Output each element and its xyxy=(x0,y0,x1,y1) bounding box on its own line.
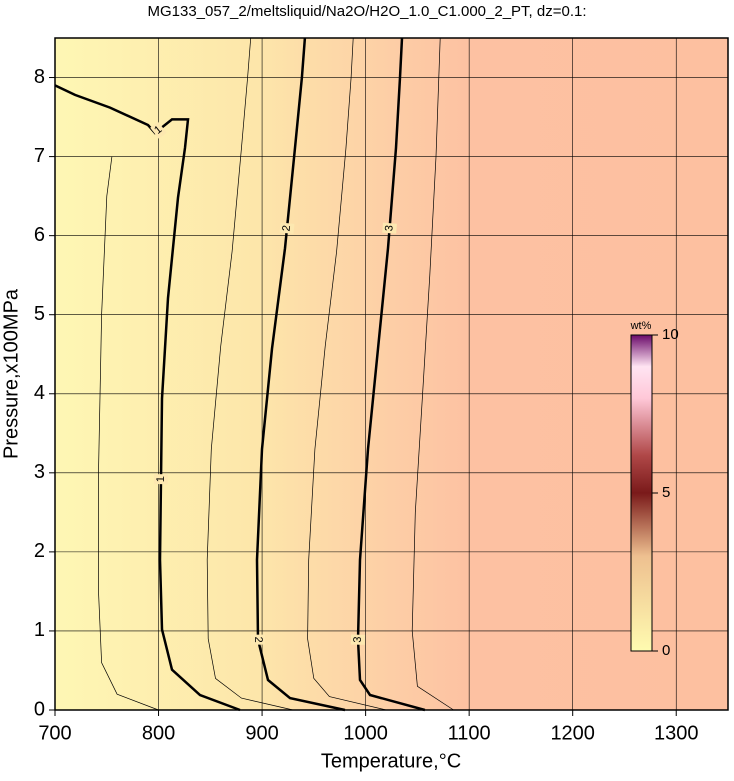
colorbar xyxy=(630,334,653,652)
y-tick-label: 7 xyxy=(34,145,45,167)
contour-label: 2 xyxy=(281,225,294,232)
contour-label-bg xyxy=(150,121,167,139)
contour-label-bg xyxy=(153,474,169,485)
y-tick-label: 1 xyxy=(34,619,45,641)
y-tick-label: 2 xyxy=(34,540,45,562)
contour-line xyxy=(206,37,294,711)
plot-frame xyxy=(54,37,729,711)
contour-line xyxy=(54,84,241,712)
x-tick-label: 700 xyxy=(38,722,71,744)
x-tick-label: 1300 xyxy=(654,722,699,744)
contour-label-bg xyxy=(279,222,295,234)
y-tick-label: 4 xyxy=(34,382,45,404)
contour-line xyxy=(255,37,346,712)
contour-label: 2 xyxy=(252,636,264,642)
x-tick-label: 1000 xyxy=(343,722,388,744)
colorbar-tick-label: 5 xyxy=(662,484,670,501)
contour-label: 3 xyxy=(352,636,364,642)
contour-line xyxy=(98,156,159,711)
contour-label-bg xyxy=(250,634,266,645)
contour-line xyxy=(411,37,454,711)
x-tick-label: 800 xyxy=(142,722,175,744)
y-tick-label: 8 xyxy=(34,66,45,88)
x-axis-label: Temperature,°C xyxy=(321,750,461,772)
y-tick-label: 0 xyxy=(34,698,45,720)
y-tick-label: 6 xyxy=(34,224,45,246)
colorbar-tick-label: 10 xyxy=(662,326,679,343)
contour-label-bg xyxy=(350,634,366,645)
y-tick-label: 3 xyxy=(34,461,45,483)
y-tick-label: 5 xyxy=(34,303,45,325)
contour-label: 3 xyxy=(383,225,395,232)
colorbar-label: wt% xyxy=(630,320,652,332)
contour-line xyxy=(307,37,387,711)
plot-background xyxy=(55,38,728,710)
x-tick-label: 900 xyxy=(245,722,278,744)
contour-line xyxy=(356,37,426,712)
chart-title: MG133_057_2/meltsliquid/Na2O/H2O_1.0_C1.… xyxy=(147,3,586,20)
contour-label: 1 xyxy=(155,476,167,482)
colorbar-tick-label: 0 xyxy=(662,642,670,659)
x-tick-label: 1200 xyxy=(550,722,595,744)
x-tick-label: 1100 xyxy=(448,722,491,744)
y-axis-label: Pressure,x100MPa xyxy=(0,288,22,459)
contour-label-bg xyxy=(382,222,397,234)
